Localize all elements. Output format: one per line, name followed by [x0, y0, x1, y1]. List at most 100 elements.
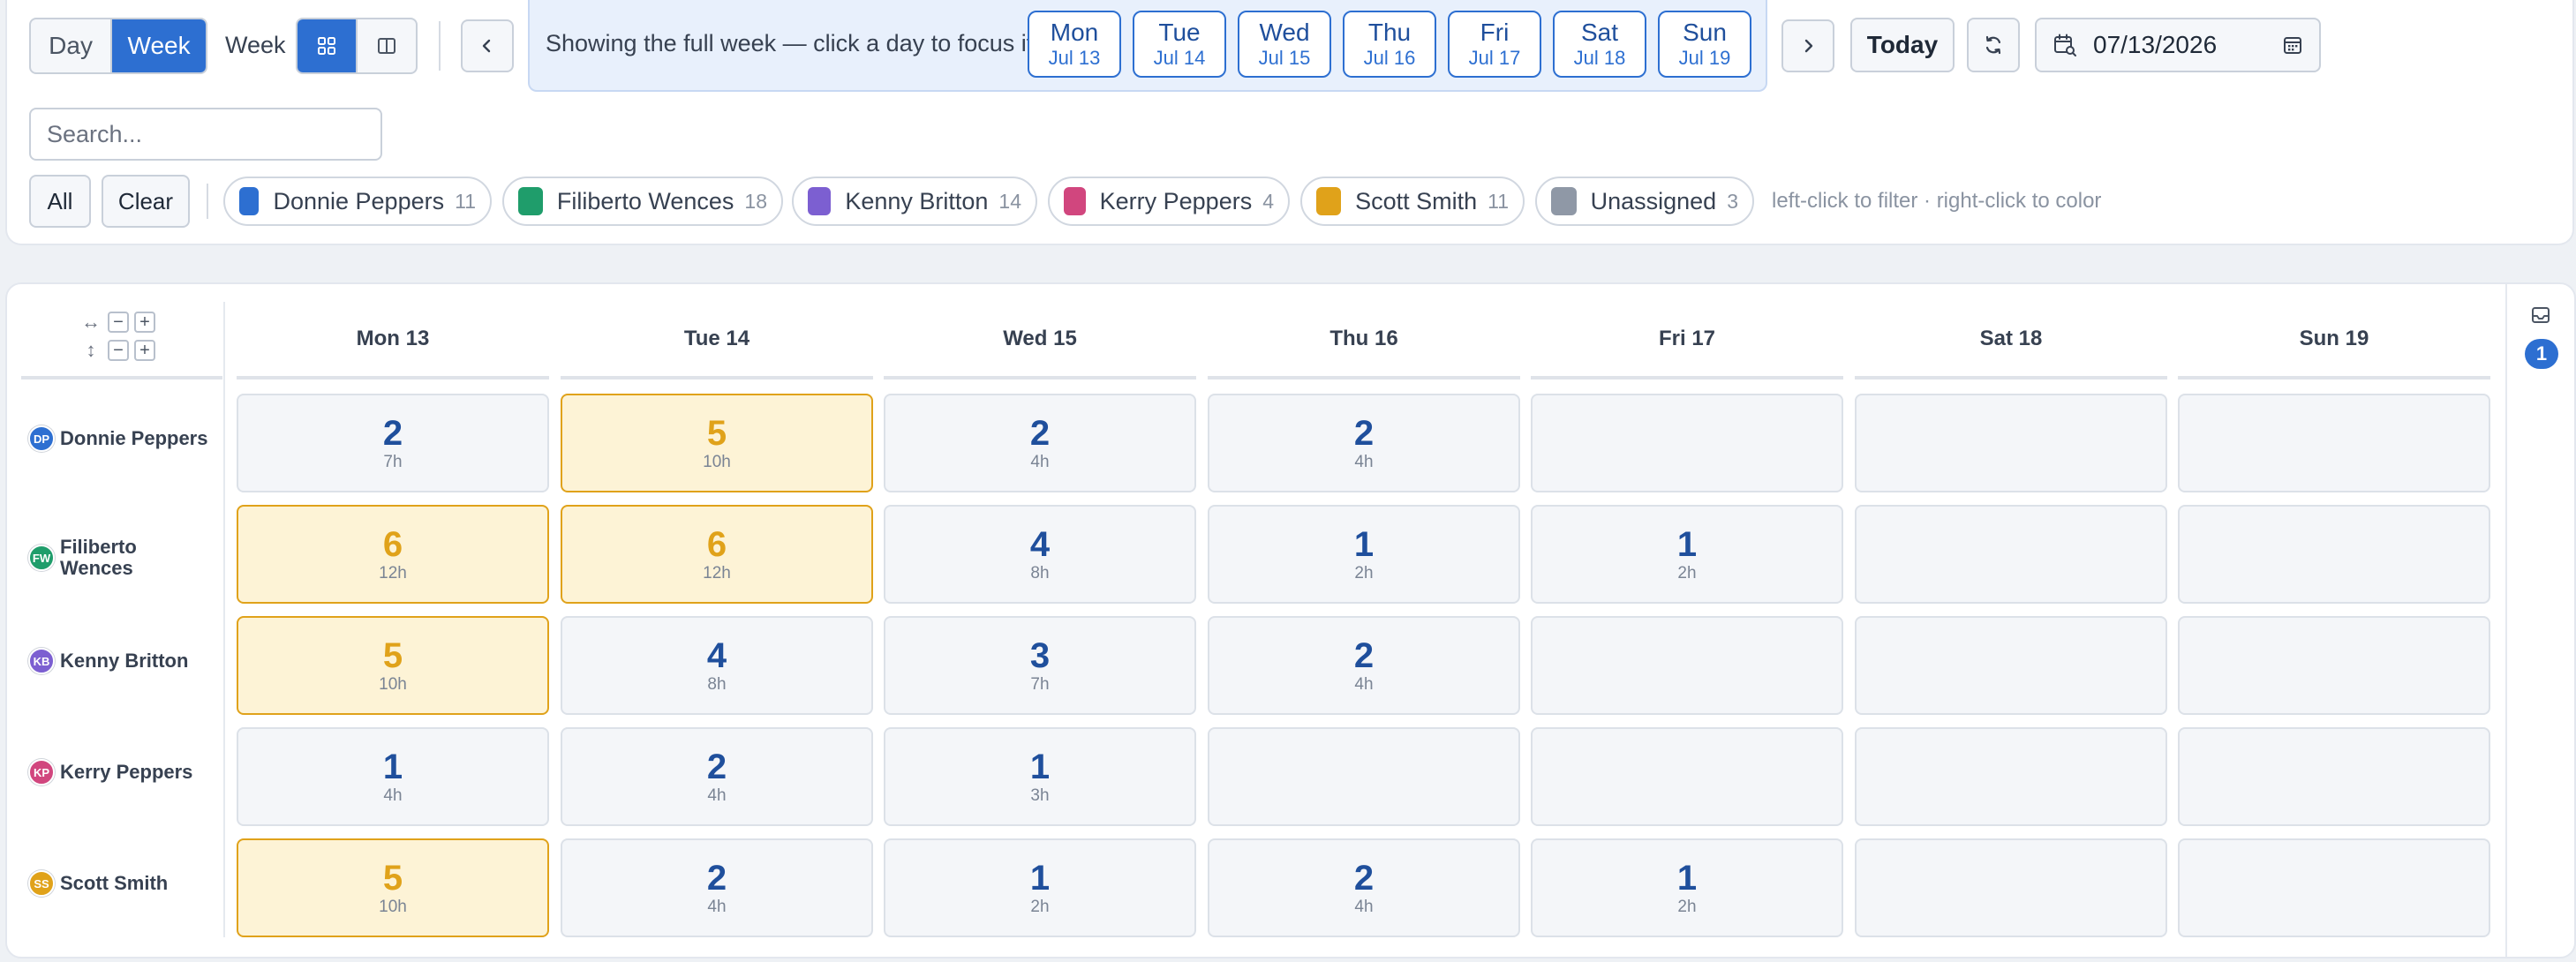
empty-schedule-cell[interactable]	[2178, 838, 2490, 937]
hours-total: 12h	[379, 564, 407, 582]
horizontal-zoom-in-button[interactable]: +	[134, 312, 155, 333]
filter-all-button[interactable]: All	[29, 175, 91, 228]
schedule-cell[interactable]: 1 4h	[237, 727, 549, 826]
schedule-cell[interactable]: 5 10h	[561, 394, 873, 492]
empty-schedule-cell[interactable]	[1531, 727, 1843, 826]
schedule-cell[interactable]: 1 2h	[884, 838, 1196, 937]
day-chip-wed[interactable]: Wed Jul 15	[1238, 11, 1331, 78]
empty-schedule-cell[interactable]	[1855, 394, 2167, 492]
filter-chip-count: 11	[1488, 189, 1509, 213]
columns-layout-button[interactable]	[356, 19, 416, 72]
empty-schedule-cell[interactable]	[2178, 394, 2490, 492]
previous-week-button[interactable]	[461, 19, 514, 72]
row-name: Kerry Peppers	[60, 761, 193, 783]
filter-chip-name: Filiberto Wences	[556, 187, 734, 214]
day-chip-mon[interactable]: Mon Jul 13	[1028, 11, 1121, 78]
hours-total: 4h	[1030, 453, 1050, 471]
schedule-cell[interactable]: 1 3h	[884, 727, 1196, 826]
grid-layout-button[interactable]	[298, 19, 356, 72]
empty-schedule-cell[interactable]	[1855, 838, 2167, 937]
filter-chip-scott-smith[interactable]: Scott Smith 11	[1300, 177, 1525, 226]
schedule-cell[interactable]: 4 8h	[561, 616, 873, 715]
empty-schedule-cell[interactable]	[1855, 616, 2167, 715]
schedule-cell[interactable]: 1 2h	[1531, 838, 1843, 937]
job-count: 2	[706, 859, 727, 898]
empty-schedule-cell[interactable]	[1208, 727, 1520, 826]
schedule-cell[interactable]: 2 4h	[1208, 616, 1520, 715]
job-count: 1	[1676, 859, 1698, 898]
job-count: 1	[1029, 748, 1051, 786]
avatar: KB	[28, 648, 55, 674]
color-swatch	[518, 187, 543, 215]
day-chip-thu[interactable]: Thu Jul 16	[1343, 11, 1436, 78]
empty-schedule-cell[interactable]	[2178, 727, 2490, 826]
empty-schedule-cell[interactable]	[2178, 505, 2490, 604]
schedule-cell[interactable]: 6 12h	[561, 505, 873, 604]
inbox-icon[interactable]	[2530, 304, 2551, 326]
schedule-cell[interactable]: 2 4h	[561, 838, 873, 937]
row-label[interactable]: SS Scott Smith	[28, 870, 214, 897]
vertical-zoom-out-button[interactable]: −	[108, 340, 129, 361]
avatar: DP	[28, 425, 55, 452]
day-chip-date: Jul 17	[1468, 47, 1521, 69]
filter-chip-filiberto-wences[interactable]: Filiberto Wences 18	[502, 177, 783, 226]
schedule-cell[interactable]: 5 10h	[237, 838, 549, 937]
empty-schedule-cell[interactable]	[1855, 505, 2167, 604]
week-view-button[interactable]: Week	[110, 19, 206, 72]
filter-chip-name: Donnie Peppers	[273, 187, 445, 214]
grid-icon	[318, 37, 335, 55]
schedule-cell[interactable]: 6 12h	[237, 505, 549, 604]
day-view-button[interactable]: Day	[49, 32, 93, 59]
filter-chip-donnie-peppers[interactable]: Donnie Peppers 11	[223, 177, 492, 226]
job-count: 2	[1353, 636, 1375, 675]
filter-chip-name: Kenny Britton	[845, 187, 989, 214]
filter-chip-kenny-britton[interactable]: Kenny Britton 14	[792, 177, 1037, 226]
schedule-cell[interactable]: 5 10h	[237, 616, 549, 715]
next-week-button[interactable]	[1781, 19, 1834, 72]
row-label[interactable]: DP Donnie Peppers	[28, 425, 214, 452]
schedule-cell[interactable]: 2 4h	[1208, 394, 1520, 492]
hours-total: 2h	[1354, 564, 1374, 582]
vertical-zoom-in-button[interactable]: +	[134, 340, 155, 361]
schedule-cell[interactable]: 2 4h	[884, 394, 1196, 492]
today-button[interactable]: Today	[1850, 18, 1955, 72]
row-label[interactable]: KP Kerry Peppers	[28, 759, 214, 785]
calendar-icon[interactable]	[2282, 34, 2303, 56]
schedule-cell[interactable]: 4 8h	[884, 505, 1196, 604]
job-count: 4	[706, 636, 727, 675]
filter-chip-unassigned[interactable]: Unassigned 3	[1535, 177, 1754, 226]
zoom-controls: ↔ − + ↕ − +	[79, 311, 155, 367]
day-chip-fri[interactable]: Fri Jul 17	[1448, 11, 1541, 78]
search-input[interactable]	[29, 108, 382, 161]
date-picker-field[interactable]: 07/13/2026	[2035, 18, 2321, 72]
schedule-cell[interactable]: 2 4h	[1208, 838, 1520, 937]
refresh-button[interactable]	[1967, 18, 2020, 72]
job-count: 5	[382, 859, 403, 898]
schedule-cell[interactable]: 2 7h	[237, 394, 549, 492]
job-count: 1	[1676, 525, 1698, 564]
inbox-count-badge: 1	[2525, 339, 2558, 369]
day-chip-name: Fri	[1480, 19, 1510, 46]
schedule-cell[interactable]: 1 2h	[1531, 505, 1843, 604]
schedule-cell[interactable]: 2 4h	[561, 727, 873, 826]
row-label[interactable]: FW Filiberto Wences	[28, 537, 214, 579]
empty-schedule-cell[interactable]	[1531, 616, 1843, 715]
day-chip-sun[interactable]: Sun Jul 19	[1658, 11, 1751, 78]
day-focus-strip: Showing the full week — click a day to f…	[528, 0, 1767, 92]
day-chip-sat[interactable]: Sat Jul 18	[1553, 11, 1646, 78]
horizontal-zoom-out-button[interactable]: −	[108, 312, 129, 333]
hours-total: 7h	[383, 453, 403, 471]
calendar-search-icon	[2054, 34, 2076, 56]
filter-clear-button[interactable]: Clear	[102, 175, 190, 228]
schedule-cell[interactable]: 3 7h	[884, 616, 1196, 715]
schedule-cell[interactable]: 1 2h	[1208, 505, 1520, 604]
day-chip-date: Jul 18	[1573, 47, 1626, 69]
filter-chip-kerry-peppers[interactable]: Kerry Peppers 4	[1048, 177, 1290, 226]
header-underline	[1208, 376, 1520, 380]
filter-chip-name: Unassigned	[1590, 187, 1717, 214]
empty-schedule-cell[interactable]	[2178, 616, 2490, 715]
empty-schedule-cell[interactable]	[1531, 394, 1843, 492]
day-chip-tue[interactable]: Tue Jul 14	[1133, 11, 1226, 78]
row-label[interactable]: KB Kenny Britton	[28, 648, 214, 674]
empty-schedule-cell[interactable]	[1855, 727, 2167, 826]
